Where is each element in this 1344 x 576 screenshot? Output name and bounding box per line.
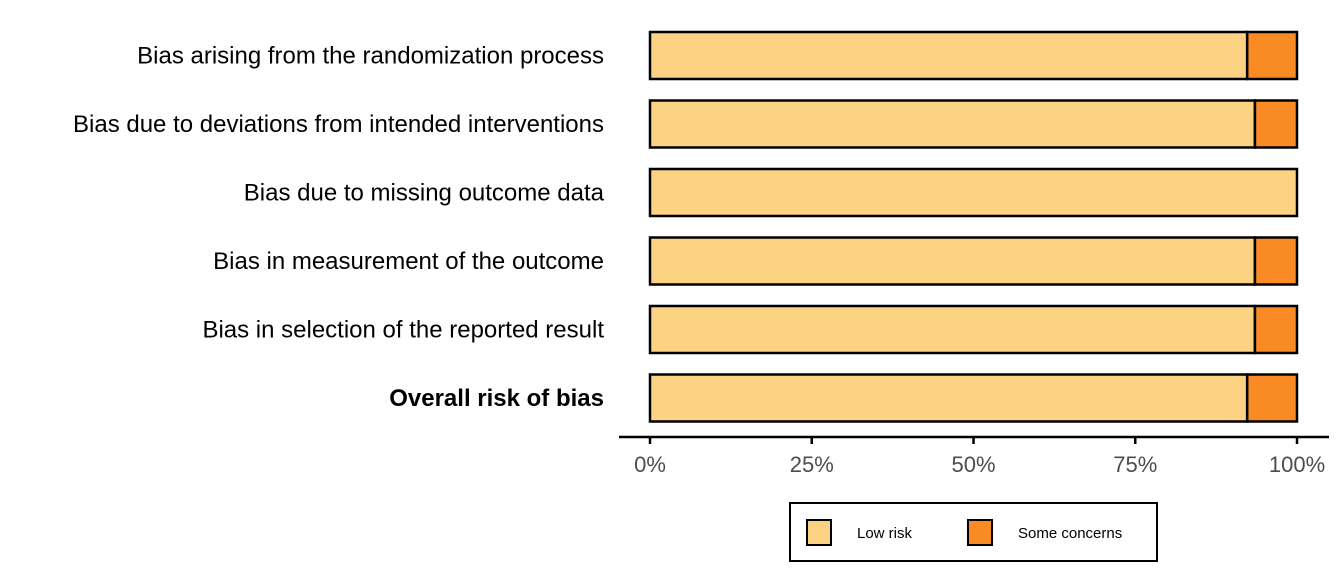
bar-segment-low-risk-6 <box>648 373 1249 423</box>
bar-segment-low-risk-1 <box>648 30 1249 81</box>
legend-box <box>789 502 1158 562</box>
bar-segment-low-risk-3 <box>648 167 1299 218</box>
legend: Low risk Some concerns <box>789 502 1158 562</box>
category-label-overall-risk-of-bias: Overall risk of bias <box>389 385 604 412</box>
bar-segment-some-concerns-1 <box>1245 30 1299 81</box>
x-tick-label-75: 75% <box>1113 452 1157 477</box>
bar-segment-some-concerns-4 <box>1253 236 1299 286</box>
x-axis: 0% 25% 50% 75% 100% <box>619 435 1329 477</box>
legend-key-some-concerns <box>967 519 993 546</box>
x-tick-label-50: 50% <box>951 452 995 477</box>
category-label-bias-in-measurement-of-the-outcome: Bias in measurement of the outcome <box>213 248 604 275</box>
category-label-bias-in-selection-of-the-reported-result: Bias in selection of the reported result <box>202 317 604 344</box>
legend-key-low-risk <box>806 519 832 546</box>
bar-segment-low-risk-2 <box>648 99 1257 149</box>
x-tick-label-0: 0% <box>634 452 666 477</box>
bar-segment-some-concerns-2 <box>1253 99 1299 149</box>
bar-segment-some-concerns-6 <box>1245 373 1299 423</box>
category-label-bias-due-to-deviations-from-intended-interventions: Bias due to deviations from intended int… <box>73 111 604 138</box>
bar-segment-low-risk-4 <box>648 236 1257 286</box>
bar-segment-low-risk-5 <box>648 304 1257 355</box>
bar-segment-some-concerns-5 <box>1253 304 1299 355</box>
category-label-bias-arising-from-the-randomization-process: Bias arising from the randomization proc… <box>137 43 604 70</box>
bars <box>648 30 1299 423</box>
x-tick-label-100: 100% <box>1269 452 1325 477</box>
legend-label-low-risk: Low risk <box>857 525 913 542</box>
legend-label-some-concerns: Some concerns <box>1018 525 1122 542</box>
x-tick-label-25: 25% <box>790 452 834 477</box>
category-label-bias-due-to-missing-outcome-data: Bias due to missing outcome data <box>244 180 605 207</box>
category-labels: Bias arising from the randomization proc… <box>73 43 605 413</box>
